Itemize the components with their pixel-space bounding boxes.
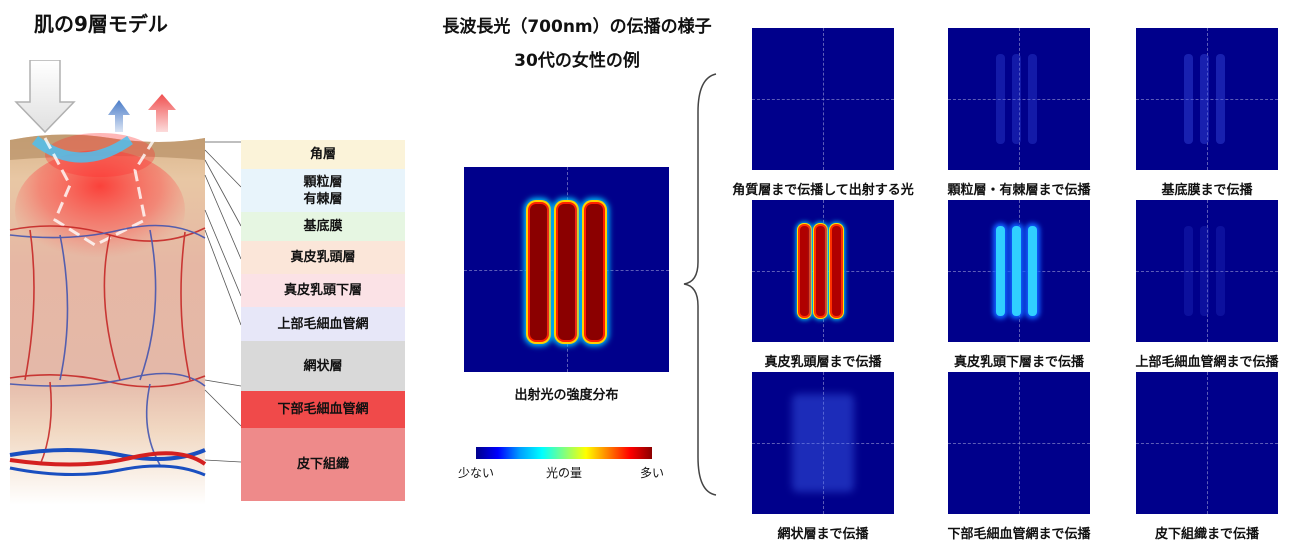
layer-label: 真皮乳頭下層: [241, 274, 405, 307]
propagation-panel-caption: 顆粒層・有棘層まで伝播: [947, 183, 1091, 198]
propagation-panel: [948, 372, 1090, 514]
layer-label-text: 真皮乳頭下層: [283, 283, 362, 298]
intensity-stripe: [832, 226, 841, 316]
layer-label: 上部毛細血管網: [241, 307, 405, 341]
intensity-stripe: [1216, 226, 1225, 316]
figure-title-line-2: 30代の女性の例: [514, 51, 640, 71]
layer-label: 下部毛細血管網: [241, 391, 405, 428]
layer-label-text: 上部毛細血管網: [277, 316, 369, 332]
layer-label: 網状層: [241, 341, 405, 391]
colorbar-high-label: 多い: [640, 466, 665, 480]
layer-label: 角層: [241, 140, 405, 169]
intensity-stripe: [1012, 226, 1021, 316]
layer-label-text: 網状層: [303, 358, 343, 374]
propagation-panel-caption: 上部毛細血管網まで伝播: [1135, 355, 1279, 370]
layer-label-text: 下部毛細血管網: [277, 402, 369, 417]
colorbar-low-label: 少ない: [458, 466, 495, 480]
layer-label: 顆粒層 有棘層: [241, 169, 405, 212]
figure-title: 長波長光（700nm）の伝播の様子 30代の女性の例: [428, 10, 726, 78]
skin-model-title: 肌の9層モデル: [34, 12, 168, 36]
propagation-panel: [1136, 28, 1278, 170]
propagation-panel: [948, 28, 1090, 170]
intensity-blob: [792, 394, 854, 492]
propagation-panel: [1136, 372, 1278, 514]
layer-label-text: 真皮乳頭層: [290, 250, 356, 265]
propagation-panel: [1136, 200, 1278, 342]
propagation-panel-caption: 角質層まで伝播して出射する光: [732, 183, 914, 198]
layer-label: 皮下組織: [241, 428, 405, 501]
propagation-panel: [752, 372, 894, 514]
intensity-stripe: [800, 226, 809, 316]
propagation-panel-caption: 真皮乳頭下層まで伝播: [953, 355, 1084, 370]
layer-label-text: 皮下組織: [296, 457, 349, 472]
layer-label: 真皮乳頭層: [241, 241, 405, 274]
propagation-panel: [948, 200, 1090, 342]
propagation-panel: [752, 200, 894, 342]
skin-cross-section: [9, 60, 242, 505]
intensity-stripe: [1012, 54, 1021, 144]
layer-label-text: 基底膜: [303, 219, 343, 234]
propagation-panel-caption: 皮下組織まで伝播: [1154, 527, 1259, 542]
intensity-stripe: [1216, 54, 1225, 144]
propagation-panel: [752, 28, 894, 170]
propagation-panel-caption: 真皮乳頭層まで伝播: [764, 355, 882, 370]
intensity-stripe: [1028, 226, 1037, 316]
intensity-stripe: [996, 226, 1005, 316]
propagation-panel-caption: 基底膜まで伝播: [1161, 183, 1253, 198]
propagation-panel-caption: 網状層まで伝播: [777, 527, 869, 542]
colorbar-mid-label: 光の量: [546, 466, 583, 480]
emission-intensity-map: [464, 167, 669, 372]
intensity-stripe: [816, 226, 825, 316]
colorbar: [476, 447, 652, 459]
intensity-stripe: [1184, 226, 1193, 316]
intensity-stripe: [1028, 54, 1037, 144]
intensity-stripe: [996, 54, 1005, 144]
intensity-stripe: [1184, 54, 1193, 144]
grouping-brace: [683, 73, 717, 496]
layer-label-text: 顆粒層 有棘層: [303, 174, 343, 207]
emission-intensity-caption: 出射光の強度分布: [514, 388, 619, 403]
intensity-stripe: [1200, 226, 1209, 316]
layer-label-text: 角層: [309, 147, 336, 162]
intensity-stripe: [1200, 54, 1209, 144]
propagation-panel-caption: 下部毛細血管網まで伝播: [947, 527, 1091, 542]
layer-label: 基底膜: [241, 212, 405, 241]
figure-title-line-1: 長波長光（700nm）の伝播の様子: [442, 17, 712, 37]
